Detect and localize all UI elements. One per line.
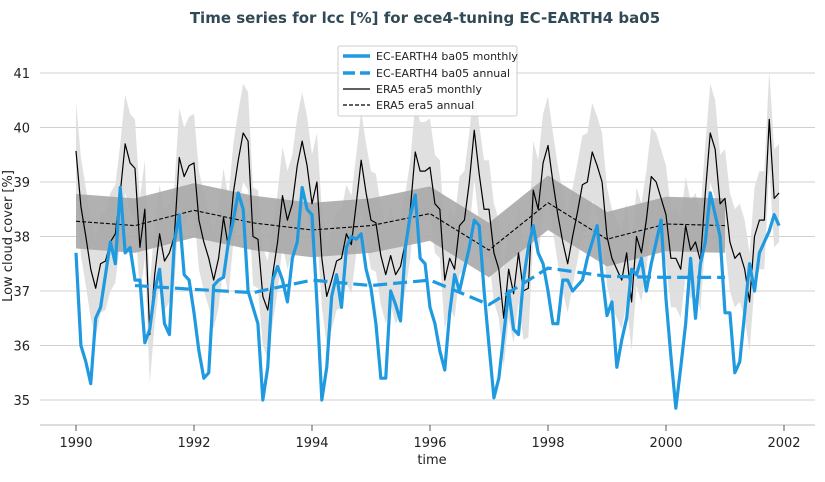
- y-tick-label: 37: [13, 285, 30, 300]
- y-tick-label: 40: [13, 122, 30, 137]
- legend-label-era-annual: ERA5 era5 annual: [376, 99, 474, 112]
- x-tick-label: 1994: [295, 436, 328, 451]
- x-tick-label: 2002: [767, 436, 800, 451]
- x-tick-label: 1998: [531, 436, 564, 451]
- y-tick-label: 39: [13, 176, 30, 191]
- y-tick-label: 36: [13, 340, 30, 355]
- x-axis-label: time: [417, 453, 446, 468]
- ec-earth-monthly-line: [74, 185, 781, 410]
- y-axis-label: Low cloud cover [%]: [1, 170, 16, 302]
- era5-annual-line: [75, 202, 726, 251]
- legend: EC-EARTH4 ba05 monthly EC-EARTH4 ba05 an…: [337, 45, 518, 117]
- y-tick-label: 41: [13, 67, 30, 82]
- x-tick-label: 1990: [59, 436, 92, 451]
- y-tick-label: 35: [13, 394, 30, 409]
- x-tick-label: 2000: [649, 436, 682, 451]
- legend-label-era-monthly: ERA5 era5 monthly: [376, 83, 482, 96]
- y-tick-label: 38: [13, 231, 30, 246]
- legend-box: [337, 45, 518, 117]
- ec-earth-annual-line: [134, 266, 725, 307]
- chart-title: Time series for lcc [%] for ece4-tuning …: [190, 9, 660, 27]
- era5-monthly-spread-band: [76, 70, 780, 384]
- legend-label-ec-monthly: EC-EARTH4 ba05 monthly: [376, 50, 518, 63]
- x-tick-label: 1992: [177, 436, 210, 451]
- era5-monthly-line: [75, 118, 780, 336]
- legend-label-ec-annual: EC-EARTH4 ba05 annual: [376, 67, 510, 80]
- x-tick-label: 1996: [413, 436, 446, 451]
